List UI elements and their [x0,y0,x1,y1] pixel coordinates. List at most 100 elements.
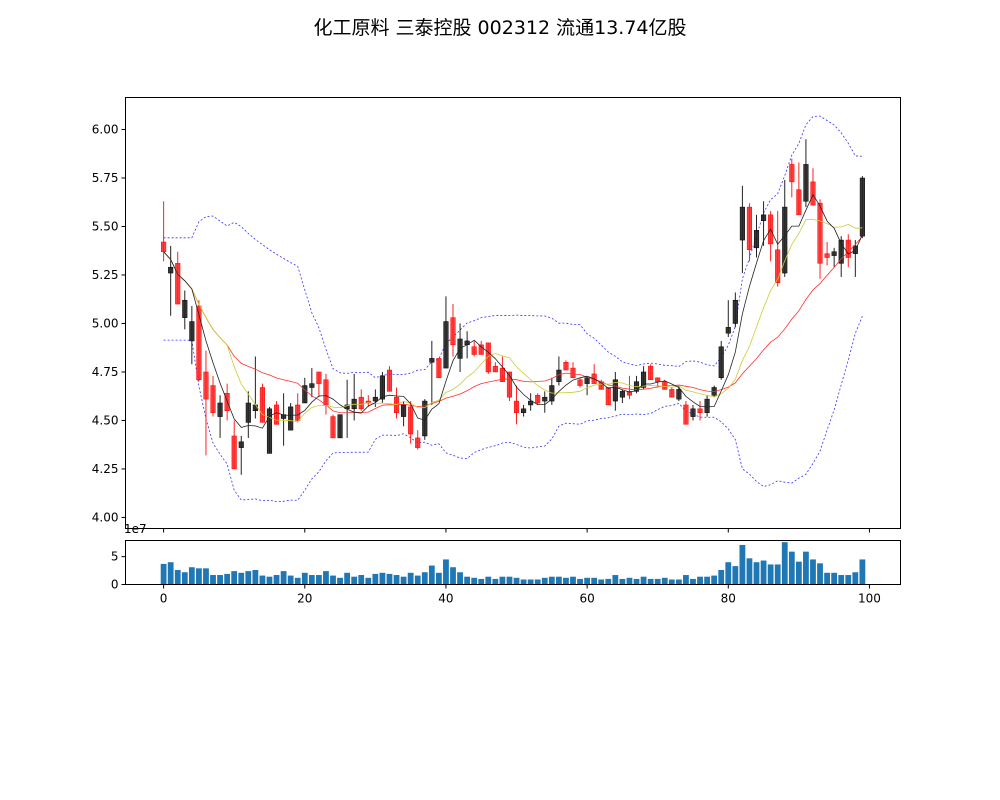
candle-body [245,402,251,423]
candle [570,362,576,379]
candle [584,377,590,396]
price-y-tick-label: 5.00 [92,316,119,330]
candle-body [513,400,520,413]
candle [436,358,442,379]
volume-bar [605,578,612,585]
candle-body [323,379,329,406]
candle [415,430,421,450]
candle-body [471,346,477,355]
volume-bar [160,563,167,585]
candle-body [570,367,576,379]
candle [605,387,611,406]
candle [746,203,753,262]
candle [203,350,209,456]
volume-bar [485,576,492,585]
volume-x-tick-label: 20 [297,592,312,606]
price-y-tick-label: 4.50 [92,413,119,427]
candle-body [605,387,611,406]
candle [824,242,830,266]
volume-bar [252,570,259,585]
volume-bar [675,579,682,585]
candle [690,404,696,421]
volume-bar [203,568,209,585]
candle-body [528,400,534,406]
candle-body [746,206,753,251]
candle-body [859,177,865,237]
volume-bar [238,572,245,585]
candle-body [690,408,696,417]
candle [196,300,202,382]
candle [775,210,781,287]
candle-body [810,181,816,206]
candle-body [401,404,407,417]
volume-bar [732,566,739,585]
candle-body [217,402,223,417]
candle [697,401,703,421]
volume-bar [337,577,343,585]
candle-body [824,253,830,258]
volume-bar [824,572,830,585]
candle [549,377,555,405]
volume-bar [661,577,668,585]
candle-body [683,404,689,425]
candle [182,290,188,330]
candle-body [302,385,308,404]
volume-bar [457,572,463,585]
candle [521,404,527,417]
volume-bar [534,579,541,585]
candle-body [386,369,393,392]
candle-body [789,164,795,183]
candle-body [168,266,174,274]
candle [379,371,385,404]
volume-bar [351,576,358,585]
candle [563,360,569,371]
candle-body [252,404,258,412]
volume-bar [570,576,576,585]
candle-body [443,321,449,369]
volume-bar [181,572,188,585]
candle-body [422,400,428,437]
volume-bar [788,551,795,585]
volume-bar [527,579,534,585]
candle-body [464,340,470,346]
candle [401,401,407,427]
candle-body [273,404,280,425]
volume-bar [739,544,746,585]
volume-bar [499,576,506,585]
candle-body [669,389,675,398]
volume-bar [330,575,336,585]
candle [535,393,541,405]
candle [542,391,548,413]
price-y-tick-label: 4.25 [92,462,119,476]
volume-bar [393,575,400,585]
candle-body [838,239,844,264]
volume-bar [287,575,294,585]
volume-bar [577,578,583,585]
candle [485,342,491,374]
candle [528,393,534,411]
candle-body [753,230,760,249]
volume-bar [704,576,711,585]
volume-bar [450,567,456,585]
candle [782,179,788,277]
volume-bar [767,564,774,585]
candle [513,385,520,425]
candle [683,401,689,425]
volume-bar [852,572,859,585]
price-y-tick-label: 4.00 [92,510,119,524]
candle-body [542,396,548,402]
volume-bar [746,558,753,585]
volume-bar [845,575,852,585]
candle [859,176,865,239]
candle [210,375,216,417]
candle-body [499,367,505,382]
bollinger-upper-line [163,115,863,379]
volume-bar [478,578,485,585]
candle [556,356,562,386]
candle [217,395,223,438]
candle [386,366,393,392]
candle-body [535,394,541,404]
volume-bar [224,573,231,585]
ma20-line [163,235,863,414]
candle [810,168,816,206]
